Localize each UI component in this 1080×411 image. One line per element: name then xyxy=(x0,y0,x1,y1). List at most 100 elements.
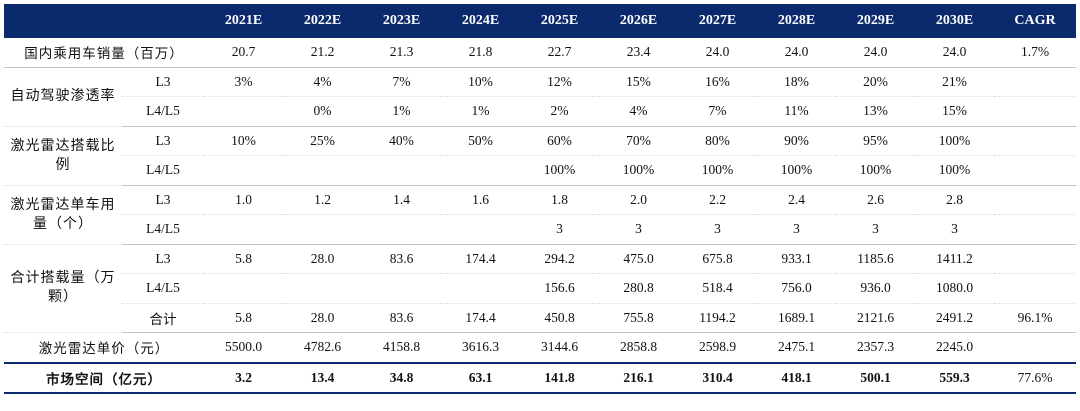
cell xyxy=(283,273,362,304)
row-label: 市场空间（亿元） xyxy=(4,361,204,394)
cell xyxy=(362,155,441,186)
cell: 4158.8 xyxy=(362,332,441,363)
cell: 21% xyxy=(915,67,994,97)
cagr-cell: 77.6% xyxy=(994,361,1076,394)
cell: 418.1 xyxy=(757,361,836,394)
sub-label: L3 xyxy=(122,67,204,97)
cell: 100% xyxy=(678,155,757,186)
cell: 3144.6 xyxy=(520,332,599,363)
cell: 1% xyxy=(362,96,441,127)
cell: 11% xyxy=(757,96,836,127)
cell: 2598.9 xyxy=(678,332,757,363)
table-row-market: 市场空间（亿元） 3.2 13.4 34.8 63.1 141.8 216.1 … xyxy=(4,361,1076,394)
cell: 3 xyxy=(678,214,757,245)
cell: 34.8 xyxy=(362,361,441,394)
header-year: 2026E xyxy=(599,4,678,38)
cell: 100% xyxy=(836,155,915,186)
cell: 80% xyxy=(678,126,757,156)
group-label: 自动驾驶渗透率 xyxy=(4,67,122,127)
cell: 3 xyxy=(599,214,678,245)
cagr-cell xyxy=(994,155,1076,186)
cell: 2858.8 xyxy=(599,332,678,363)
cell: 83.6 xyxy=(362,303,441,333)
sub-label: L3 xyxy=(122,126,204,156)
cell: 1.4 xyxy=(362,185,441,215)
cell xyxy=(283,155,362,186)
cell: 100% xyxy=(915,155,994,186)
cell: 216.1 xyxy=(599,361,678,394)
table-row-penetration-l45: L4/L5 0% 1% 1% 2% 4% 7% 11% 13% 15% xyxy=(4,96,1076,127)
cell: 1411.2 xyxy=(915,244,994,274)
cell: 95% xyxy=(836,126,915,156)
cell: 1689.1 xyxy=(757,303,836,333)
table-row-total-install-sum: 合计 5.8 28.0 83.6 174.4 450.8 755.8 1194.… xyxy=(4,303,1076,333)
cell: 518.4 xyxy=(678,273,757,304)
cell: 24.0 xyxy=(915,38,994,68)
cell: 21.8 xyxy=(441,38,520,68)
cell: 70% xyxy=(599,126,678,156)
table-row-total-install-l45: L4/L5 156.6 280.8 518.4 756.0 936.0 1080… xyxy=(4,273,1076,304)
cell: 5.8 xyxy=(204,244,283,274)
cell: 3616.3 xyxy=(441,332,520,363)
cell: 22.7 xyxy=(520,38,599,68)
cell: 2491.2 xyxy=(915,303,994,333)
cell: 83.6 xyxy=(362,244,441,274)
cell: 1.6 xyxy=(441,185,520,215)
sub-label: L4/L5 xyxy=(122,273,204,304)
cell: 475.0 xyxy=(599,244,678,274)
cell: 23.4 xyxy=(599,38,678,68)
cell: 25% xyxy=(283,126,362,156)
cell: 100% xyxy=(757,155,836,186)
sub-label: L3 xyxy=(122,185,204,215)
cell: 450.8 xyxy=(520,303,599,333)
group-label: 激光雷达单车用量（个） xyxy=(4,185,122,245)
cell: 21.3 xyxy=(362,38,441,68)
sub-label: L3 xyxy=(122,244,204,274)
header-year: 2023E xyxy=(362,4,441,38)
cell: 1.0 xyxy=(204,185,283,215)
cell: 4% xyxy=(283,67,362,97)
table-row-total-install-l3: 合计搭载量（万颗） L3 5.8 28.0 83.6 174.4 294.2 4… xyxy=(4,244,1076,333)
cell: 24.0 xyxy=(836,38,915,68)
cell: 2357.3 xyxy=(836,332,915,363)
cell: 3 xyxy=(520,214,599,245)
cell: 2121.6 xyxy=(836,303,915,333)
sub-label: 合计 xyxy=(122,303,204,333)
cell: 280.8 xyxy=(599,273,678,304)
cell: 310.4 xyxy=(678,361,757,394)
cell: 174.4 xyxy=(441,244,520,274)
cell: 3% xyxy=(204,67,283,97)
cell: 15% xyxy=(915,96,994,127)
cell: 755.8 xyxy=(599,303,678,333)
table-row-lidar-ratio-l3: 激光雷达搭载比例 L3 10% 25% 40% 50% 60% 70% 80% … xyxy=(4,126,1076,186)
row-label: 国内乘用车销量（百万） xyxy=(4,38,204,68)
sub-label: L4/L5 xyxy=(122,155,204,186)
sub-label: L4/L5 xyxy=(122,214,204,245)
header-corner xyxy=(4,4,204,38)
cell: 2245.0 xyxy=(915,332,994,363)
cell: 20% xyxy=(836,67,915,97)
cell: 21.2 xyxy=(283,38,362,68)
table-row-lidar-ratio-l45: L4/L5 100% 100% 100% 100% 100% 100% xyxy=(4,155,1076,186)
cell: 3 xyxy=(915,214,994,245)
cell: 28.0 xyxy=(283,303,362,333)
cagr-cell: 1.7% xyxy=(994,38,1076,68)
cell: 7% xyxy=(362,67,441,97)
cell: 2.4 xyxy=(757,185,836,215)
cell: 3 xyxy=(757,214,836,245)
cell xyxy=(204,155,283,186)
header-year: 2028E xyxy=(757,4,836,38)
cell: 1185.6 xyxy=(836,244,915,274)
cell: 1080.0 xyxy=(915,273,994,304)
cell: 100% xyxy=(599,155,678,186)
cell: 2.2 xyxy=(678,185,757,215)
cell xyxy=(441,273,520,304)
header-row: 2021E 2022E 2023E 2024E 2025E 2026E 2027… xyxy=(4,4,1076,38)
cell: 24.0 xyxy=(678,38,757,68)
cell: 10% xyxy=(204,126,283,156)
cell xyxy=(283,214,362,245)
cell: 7% xyxy=(678,96,757,127)
header-year: 2027E xyxy=(678,4,757,38)
cell: 294.2 xyxy=(520,244,599,274)
table-row-lidar-per-car-l45: L4/L5 3 3 3 3 3 3 xyxy=(4,214,1076,245)
